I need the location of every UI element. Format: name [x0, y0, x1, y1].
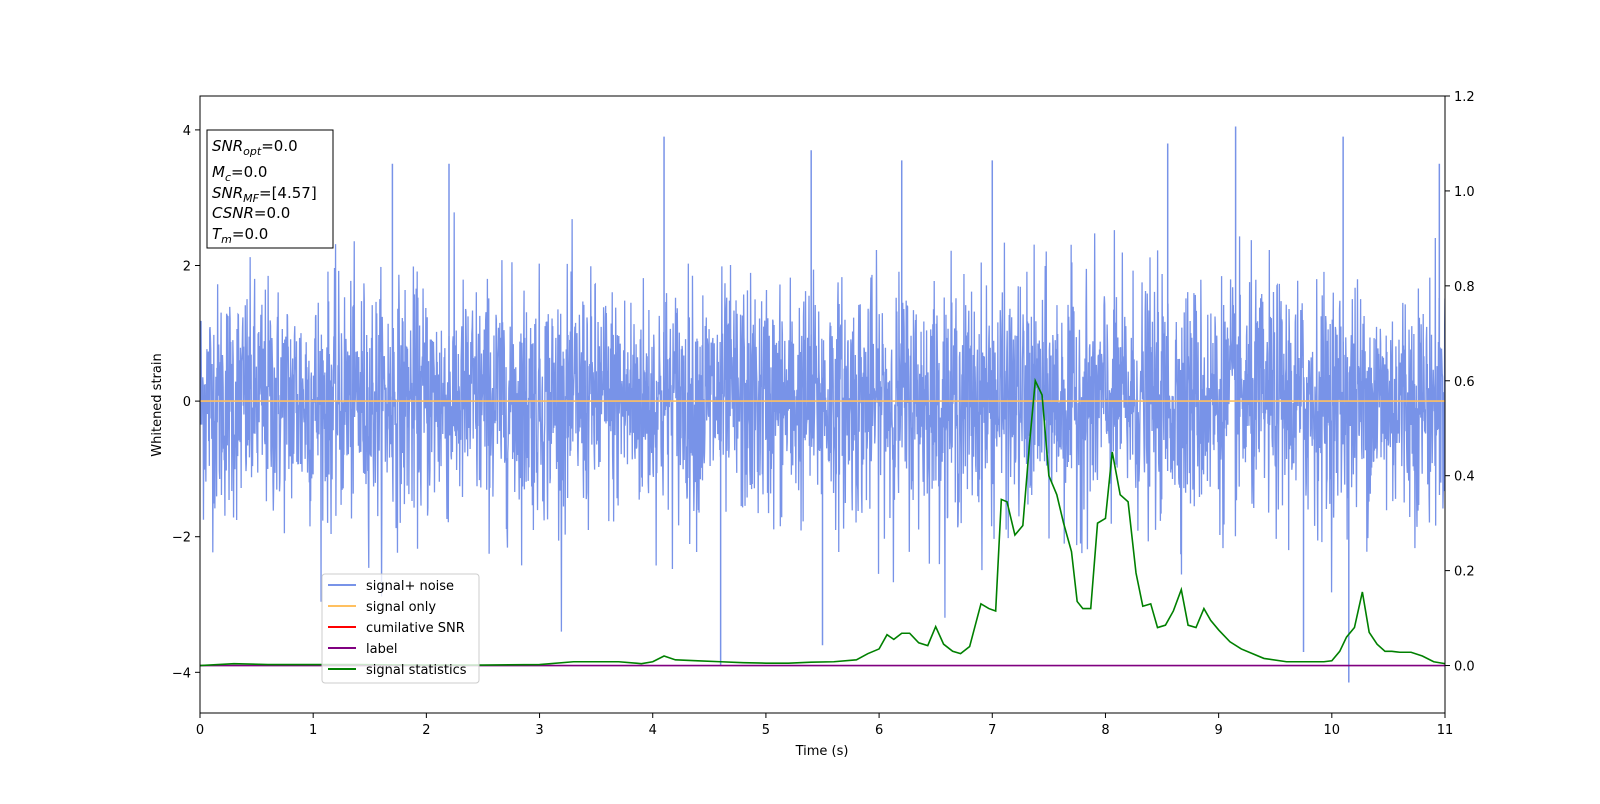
x-axis-label: Time (s)	[795, 744, 849, 759]
y-tick-label: −4	[172, 666, 191, 681]
legend-frame	[321, 573, 480, 684]
y2-tick-label: 0.6	[1454, 375, 1475, 390]
x-tick-label: 6	[875, 723, 883, 738]
plot-series	[200, 126, 1445, 683]
y2-tick-label: 0.4	[1454, 470, 1475, 485]
y-tick-label: 4	[183, 124, 191, 139]
legend-label-cumulative-snr: cumilative SNR	[366, 621, 465, 636]
x-tick-label: 9	[1214, 723, 1222, 738]
y-axis-right: 0.0 0.2 0.4 0.6 0.8 1.0 1.2	[1445, 90, 1475, 675]
series-signal-statistics	[200, 377, 1445, 667]
info-box-frame	[206, 129, 334, 249]
info-box: SNRopt=0.0 Mc=0.0 SNRMF=[4.57] CSNR=0.0 …	[206, 129, 334, 249]
legend-label-signal-statistics: signal statistics	[366, 663, 467, 678]
x-tick-label: 4	[649, 723, 657, 738]
y2-tick-label: 1.2	[1454, 90, 1475, 105]
info-csnr: CSNR=0.0	[212, 204, 290, 222]
plot-frame	[199, 95, 1446, 714]
x-tick-label: 10	[1324, 723, 1341, 738]
y2-tick-label: 0.2	[1454, 565, 1475, 580]
y-tick-label: 0	[183, 395, 191, 410]
legend: signal+ noise signal only cumilative SNR…	[321, 573, 480, 684]
legend-label-signal-only: signal only	[366, 600, 436, 615]
info-mc: Mc=0.0	[212, 163, 267, 184]
info-snr-mf: SNRMF=[4.57]	[212, 184, 317, 205]
x-tick-label: 8	[1101, 723, 1109, 738]
x-tick-label: 2	[422, 723, 430, 738]
info-tm: Tm=0.0	[212, 225, 268, 246]
legend-label-signal-noise: signal+ noise	[366, 579, 454, 594]
x-tick-label: 1	[309, 723, 317, 738]
x-tick-label: 3	[535, 723, 543, 738]
x-tick-label: 11	[1437, 723, 1454, 738]
x-tick-label: 0	[196, 723, 204, 738]
y-axis-label: Whitened strain	[150, 353, 165, 456]
legend-label-label: label	[366, 642, 397, 657]
x-tick-label: 5	[762, 723, 770, 738]
x-tick-label: 7	[988, 723, 996, 738]
y2-tick-label: 0.8	[1454, 280, 1475, 295]
x-axis: 0 1 2 3 4 5 6 7 8 9 10 11	[196, 713, 1453, 738]
y2-tick-label: 1.0	[1454, 185, 1475, 200]
info-snr-opt: SNRopt=0.0	[212, 137, 298, 158]
y-tick-label: −2	[172, 531, 191, 546]
y-tick-label: 2	[183, 260, 191, 275]
y2-tick-label: 0.0	[1454, 660, 1475, 675]
y-axis-left: −4 −2 0 2 4	[172, 124, 200, 681]
